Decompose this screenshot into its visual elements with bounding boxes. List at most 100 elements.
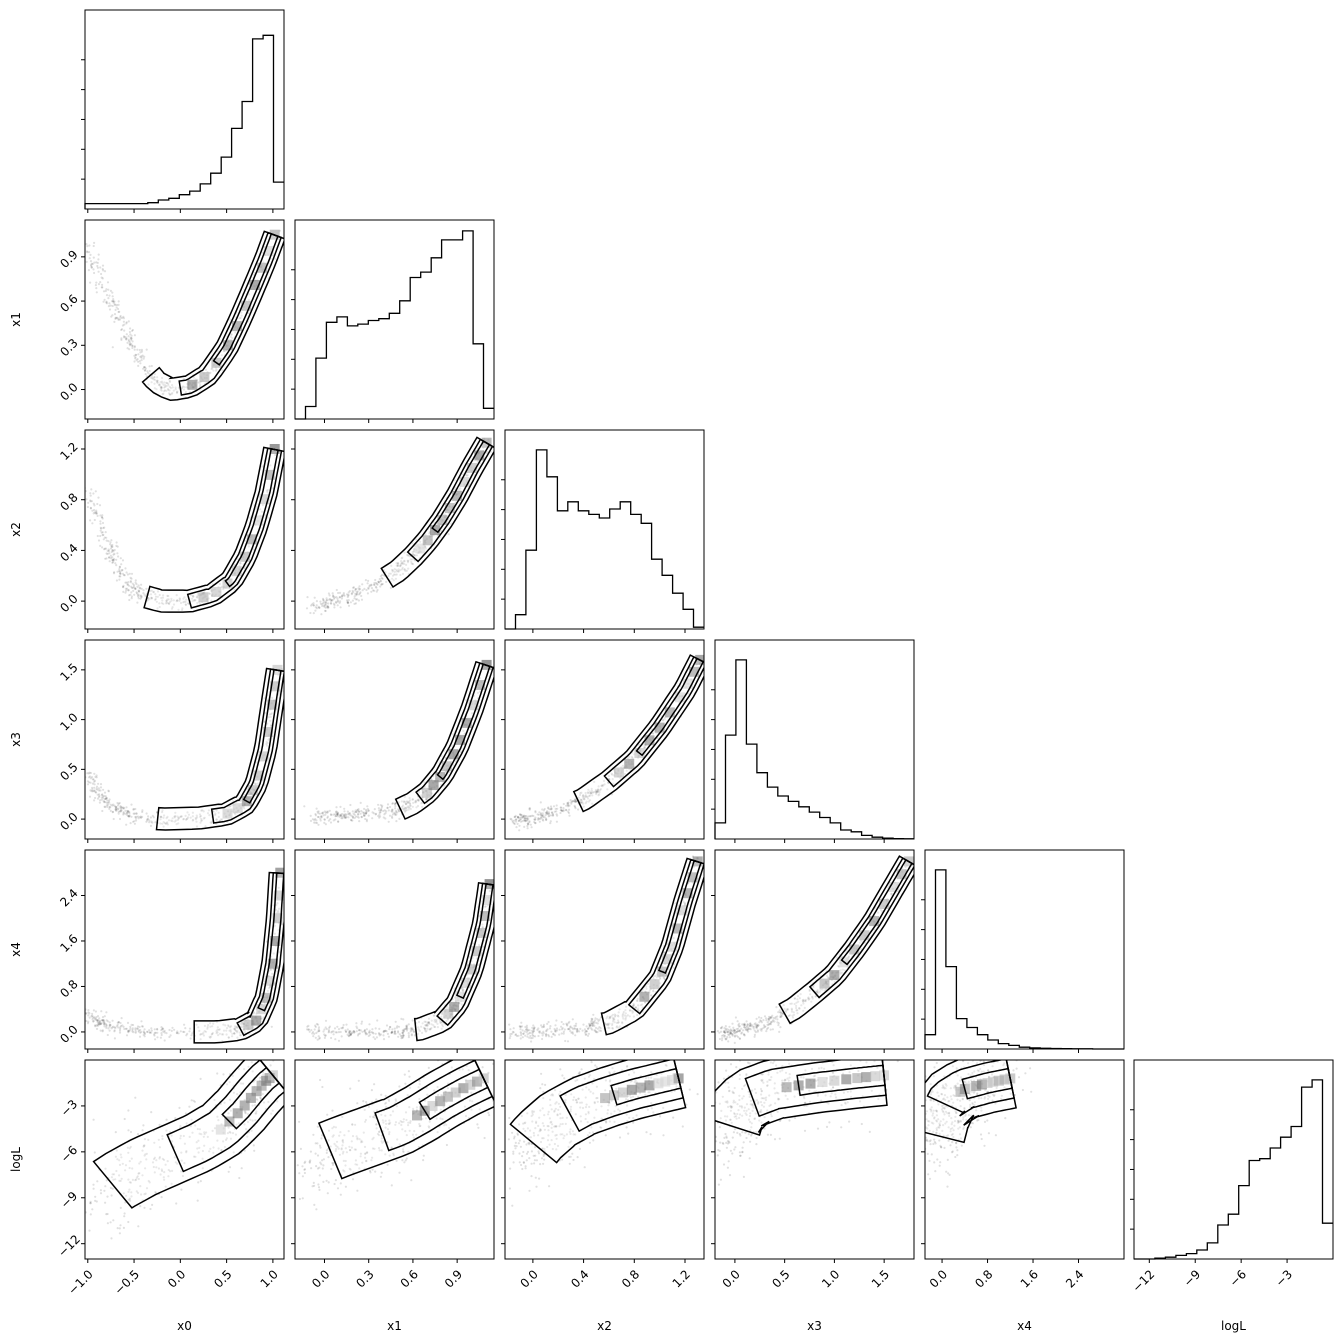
scatter-point	[591, 1023, 594, 1026]
scatter-point	[97, 795, 101, 799]
scatter-point	[118, 1159, 121, 1162]
scatter-point	[582, 794, 585, 797]
scatter-point	[111, 543, 114, 547]
scatter-point	[192, 818, 195, 821]
scatter-point	[196, 594, 199, 597]
scatter-point	[141, 815, 144, 819]
scatter-point	[195, 825, 199, 828]
scatter-point	[372, 1032, 375, 1035]
scatter-point	[378, 809, 381, 812]
scatter-point	[146, 1030, 149, 1033]
scatter-point	[252, 548, 255, 551]
scatter-point	[112, 1178, 115, 1181]
scatter-point	[195, 820, 198, 823]
scatter-point	[82, 781, 84, 783]
scatter-point	[391, 813, 395, 816]
scatter-point	[94, 1017, 97, 1020]
scatter-point	[164, 385, 167, 388]
scatter-point	[398, 1122, 401, 1125]
scatter-point	[301, 1175, 304, 1178]
scatter-point	[198, 385, 201, 388]
scatter-point	[339, 1182, 342, 1185]
scatter-point	[94, 1195, 97, 1198]
scatter-point	[391, 1028, 394, 1031]
scatter-point	[569, 799, 572, 802]
scatter-point	[127, 1109, 130, 1112]
scatter-point	[654, 974, 657, 978]
scatter-point	[384, 1094, 387, 1097]
scatter-point	[434, 1110, 437, 1113]
scatter-point	[212, 1151, 215, 1154]
scatter-point	[111, 295, 114, 298]
scatter-point	[96, 1019, 99, 1022]
scatter-point	[109, 557, 113, 560]
scatter-point	[131, 1030, 134, 1033]
scatter-point	[484, 905, 487, 908]
scatter-point	[368, 1023, 371, 1026]
scatter-point	[139, 351, 142, 354]
scatter-point	[128, 1029, 131, 1032]
scatter-point	[525, 1028, 528, 1031]
scatter-point	[86, 245, 89, 248]
scatter-point	[524, 817, 527, 820]
scatter-point	[573, 798, 577, 801]
scatter-point	[334, 1031, 337, 1034]
scatter-point	[547, 1020, 550, 1024]
scatter-point	[117, 307, 120, 311]
scatter-point	[582, 805, 585, 808]
scatter-point	[119, 1224, 122, 1227]
scatter-point	[515, 820, 518, 823]
scatter-point	[96, 1024, 100, 1027]
scatter-point	[611, 773, 614, 776]
scatter-point	[105, 1213, 108, 1216]
scatter-point	[114, 1131, 117, 1134]
scatter-point	[416, 1032, 419, 1035]
scatter-point	[375, 1036, 378, 1039]
scatter-point	[612, 1017, 616, 1020]
scatter-point	[231, 1035, 234, 1038]
scatter-point	[390, 815, 393, 818]
scatter-point	[373, 581, 376, 585]
scatter-point	[101, 1030, 104, 1033]
scatter-point	[165, 822, 168, 825]
scatter-point	[335, 806, 338, 809]
scatter-point	[512, 1161, 515, 1164]
scatter-point	[128, 815, 131, 818]
scatter-point	[150, 1031, 153, 1034]
scatter-point	[634, 1079, 637, 1082]
scatter-point	[124, 1201, 127, 1204]
scatter-point	[157, 383, 160, 387]
scatter-point	[110, 315, 113, 318]
scatter-point	[139, 355, 142, 358]
scatter-point	[353, 602, 356, 606]
scatter-point	[116, 552, 119, 555]
scatter-point	[196, 1147, 199, 1150]
scatter-point	[582, 794, 585, 797]
scatter-point	[539, 816, 543, 819]
scatter-point	[92, 492, 95, 495]
scatter-point	[596, 1022, 599, 1025]
scatter-point	[406, 561, 410, 564]
scatter-point	[445, 1143, 448, 1147]
scatter-point	[225, 1137, 228, 1140]
scatter-point	[149, 1207, 152, 1211]
scatter-point	[119, 557, 122, 560]
scatter-point	[399, 1120, 402, 1123]
scatter-point	[347, 593, 350, 597]
scatter-point	[110, 1237, 113, 1240]
scatter-point	[329, 1145, 332, 1148]
scatter-point	[111, 549, 114, 552]
scatter-point	[112, 553, 115, 556]
scatter-point	[186, 1032, 189, 1035]
scatter-point	[247, 545, 250, 548]
scatter-point	[164, 1185, 167, 1188]
scatter-point	[254, 1112, 257, 1115]
scatter-point	[191, 1032, 194, 1035]
scatter-point	[409, 1030, 412, 1033]
scatter-point	[386, 806, 389, 810]
scatter-point	[614, 1014, 617, 1017]
scatter-point	[357, 812, 360, 816]
scatter-point	[335, 1031, 338, 1034]
scatter-point	[157, 1138, 160, 1141]
scatter-point	[127, 1220, 130, 1224]
